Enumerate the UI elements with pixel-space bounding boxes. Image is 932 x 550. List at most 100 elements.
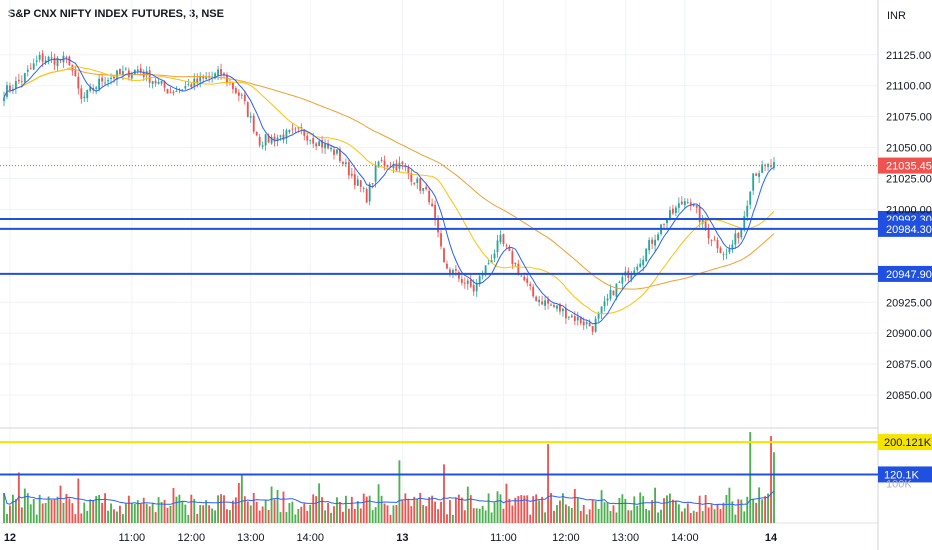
candle [639,258,642,268]
price-tick-label: 20925.00 [886,297,932,309]
candle-body [561,308,564,312]
candle-body [187,84,190,85]
candle-body [237,92,240,96]
candle-body [23,73,26,82]
volume-bar [663,498,665,523]
candle-body [532,286,535,297]
volume-bar [383,503,386,523]
candle [428,186,431,205]
volume-bar [398,460,401,523]
candle [68,55,71,66]
candle-body [196,78,199,83]
candle-body [273,136,276,142]
candle-body [282,134,285,140]
candle-body [38,54,41,60]
candle-body [336,149,338,154]
candle [633,267,636,277]
candle-body [416,178,419,183]
candle-body [53,57,56,65]
candle [764,163,767,172]
candle-body [214,73,217,79]
level-label: 20947.90 [886,269,932,281]
candle [71,64,74,76]
candle-body [172,91,175,94]
candle-body [496,240,499,253]
volume-bar [121,514,124,523]
candle-body [612,290,615,296]
candle [535,295,538,302]
price-tick-label: 20900.00 [886,328,932,340]
volume-bar [695,511,698,523]
candle [20,75,23,88]
candle [336,148,338,156]
volume-bar [136,500,139,523]
volume-bar [454,498,457,523]
candle-body [255,132,258,136]
candle [514,262,517,267]
candle-body [481,275,484,277]
volume-bar [692,510,695,523]
volume-bar [148,506,151,523]
volume-bar [520,495,523,523]
volume-bar [493,502,496,523]
volume-bar [56,496,59,523]
volume-bar [401,499,404,523]
volume-bar [83,502,86,523]
volume-bar [220,494,222,523]
volume-bar [680,511,683,523]
candle [567,315,570,321]
volume-bar [633,496,636,523]
candle-body [347,162,350,176]
volume-bar [124,503,127,523]
candlesticks [3,50,775,335]
volume-bar [588,509,591,523]
candle-body [362,188,365,189]
volume-bar [113,509,115,523]
volume-bar [553,510,555,523]
candle [663,223,665,229]
candle-body [113,76,115,79]
candle [674,205,677,217]
volume-bar [252,492,255,523]
volume-bar [368,495,371,523]
candle [205,71,208,81]
candle [74,65,77,77]
volume-bar [282,491,285,523]
candle [493,249,496,262]
volume-level-label: 120.1K [884,469,920,481]
candle [431,198,434,207]
candle-body [710,240,713,241]
candle-body [431,203,434,207]
candle [416,176,419,190]
candle [541,295,544,305]
candle-body [585,322,588,325]
volume-bar [475,508,478,523]
volume-bar [101,502,104,523]
candle-body [701,218,704,224]
currency-selector[interactable]: INR [887,10,906,22]
volume-bar [603,502,606,523]
volume-bar [347,508,350,523]
volume-bar [270,486,273,523]
candle-body [136,69,139,72]
candle [561,307,564,317]
candle [246,101,249,118]
candle-body [666,219,668,224]
candle-body [392,164,395,169]
candle-body [677,203,680,208]
candle [148,66,151,88]
candle [594,316,597,333]
candle [226,72,228,87]
volume-bar [636,505,639,523]
volume-bar [541,496,544,523]
candle-body [654,239,657,246]
candle [35,55,38,66]
candle-body [121,71,124,75]
volume-bar [505,483,508,523]
candle-body [648,240,651,251]
ma-fast-line [3,58,775,325]
candle-body [41,53,44,62]
time-tick-label: 14:00 [296,532,324,544]
volume-bar [237,483,240,523]
